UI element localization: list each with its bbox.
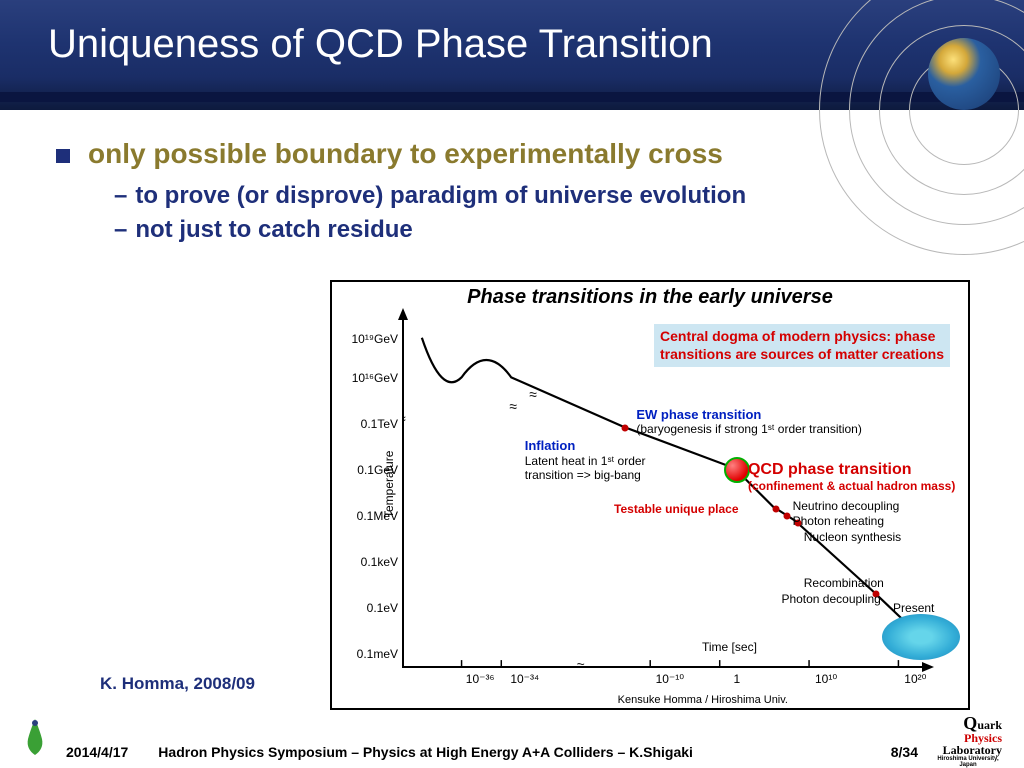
y-tick-label: 0.1MeV — [348, 509, 398, 523]
chart-credit: Kensuke Homma / Hiroshima Univ. — [618, 694, 788, 706]
chart-annotation: Photon reheating — [793, 514, 884, 528]
chart-annotation: InflationLatent heat in 1ˢᵗ ordertransit… — [525, 438, 646, 482]
y-axis-label: Temperature — [382, 451, 396, 518]
y-tick-label: 0.1meV — [348, 647, 398, 661]
svg-text:≈: ≈ — [529, 386, 537, 402]
chart-annotation: Recombination — [804, 576, 884, 590]
decorative-rings — [814, 0, 1024, 260]
x-axis — [402, 666, 926, 668]
slide-footer: 2014/4/17 Hadron Physics Symposium – Phy… — [0, 714, 1024, 760]
globe-icon — [928, 38, 1000, 110]
svg-text:≈: ≈ — [509, 398, 517, 414]
left-logo-icon — [22, 717, 48, 760]
chart-annotation: QCD phase transition(confinement & actua… — [748, 460, 955, 494]
x-tick-label: 1 — [733, 672, 740, 686]
event-marker — [772, 506, 779, 513]
chart-annotation: Testable unique place — [614, 502, 738, 516]
x-axis-label: Time [sec] — [702, 640, 757, 654]
footer-date: 2014/4/17 — [66, 744, 128, 760]
chart-title: Phase transitions in the early universe — [332, 282, 968, 313]
chart-annotation: Neutrino decoupling — [793, 499, 900, 513]
chart-annotation: Nucleon synthesis — [804, 530, 901, 544]
qcd-marker — [724, 457, 750, 483]
right-logo: Quark Physics Laboratory Hiroshima Unive… — [934, 714, 1002, 760]
bullet-square-icon — [56, 149, 70, 163]
footer-venue: Hadron Physics Symposium – Physics at Hi… — [128, 744, 890, 760]
chart-annotation: Present — [893, 601, 934, 615]
slide-header: Uniqueness of QCD Phase Transition — [0, 0, 1024, 110]
y-tick-label: 10¹⁶GeV — [348, 371, 398, 385]
event-marker — [622, 424, 629, 431]
cmb-blob — [882, 614, 960, 660]
main-bullet-text: only possible boundary to experimentally… — [88, 138, 723, 170]
sub-bullet-text: to prove (or disprove) paradigm of unive… — [135, 182, 746, 210]
chart-plot-area: ≈ ≈ ≈ ≈ EW phase transition(baryogenesis… — [402, 318, 956, 668]
x-tick-label: 10⁻¹⁰ — [656, 672, 685, 686]
sub-bullet-text: not just to catch residue — [135, 216, 412, 244]
x-tick-label: 10⁻³⁴ — [510, 672, 539, 686]
footer-page: 8/34 — [891, 744, 918, 760]
y-tick-label: 0.1GeV — [348, 463, 398, 477]
y-tick-label: 10¹⁹GeV — [348, 332, 398, 346]
x-axis-arrow-icon — [922, 662, 934, 672]
y-axis-arrow-icon — [398, 308, 408, 320]
figure-caption: K. Homma, 2008/09 — [100, 674, 255, 694]
x-tick-label: 10⁻³⁶ — [466, 672, 495, 686]
y-tick-label: 0.1keV — [348, 555, 398, 569]
event-marker — [784, 513, 791, 520]
y-tick-label: 0.1TeV — [348, 417, 398, 431]
chart-annotation: EW phase transition(baryogenesis if stro… — [636, 407, 862, 437]
chart: Phase transitions in the early universe … — [330, 280, 970, 710]
y-axis — [402, 318, 404, 668]
x-tick-label: 10¹⁰ — [815, 672, 837, 686]
y-tick-label: 0.1eV — [348, 601, 398, 615]
x-tick-label: 10²⁰ — [904, 672, 926, 686]
chart-annotation: Photon decoupling — [781, 592, 880, 606]
